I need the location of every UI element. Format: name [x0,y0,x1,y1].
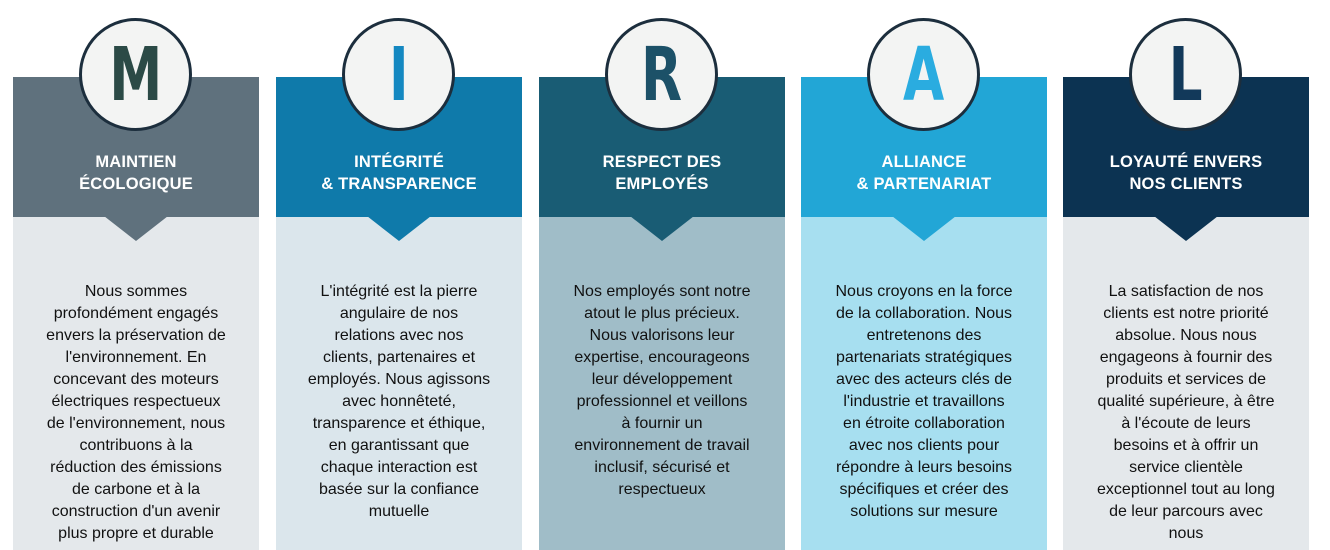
letter-badge: I [342,18,455,131]
pillar-description-line: basée sur la confiance [318,481,480,498]
pillar-description-line: service clientèle [1129,459,1243,476]
pillar-title-line: ALLIANCE [881,153,967,171]
pillar-description-line: produits et services de [1105,371,1267,388]
pillar-column-maintien: M MAINTIEN ÉCOLOGIQUE Nous sommes profondéme… [13,0,259,550]
pillar-title: MAINTIEN ÉCOLOGIQUE [13,151,259,195]
pillar-description-line: en étroite collaboration [843,415,1005,432]
pillar-title-line: LOYAUTÉ ENVERS [1109,153,1263,171]
pillar-description-line: réduction des émissions [50,459,222,476]
pillar-description-line: l'environnement. En [65,349,207,366]
pillar-letter: R [640,31,683,118]
pillar-description-line: Nos employés sont notre [573,283,751,300]
pillar-description-line: avec des acteurs clés de [835,371,1013,388]
pillar-description: Nous croyons en la force de la collaborat… [801,281,1047,523]
pillar-description-line: profondément engagés [53,305,219,322]
pillar-body-panel [276,217,522,550]
pillar-description-line: à l'écoute de leurs [1121,415,1251,432]
pillar-description-line: mutuelle [368,503,430,520]
pillar-description-line: leur développement [591,371,733,388]
pillar-description-line: relations avec nos [334,327,464,344]
pillar-title-line: MAINTIEN [95,153,177,171]
pillar-description-line: l'industrie et travaillons [843,393,1005,410]
pillar-description-line: professionnel et veillons [576,393,748,410]
pillar-title-line: & TRANSPARENCE [321,175,477,193]
pillar-description-line: L'intégrité est la pierre [320,283,478,300]
letter-badge: M [79,18,192,131]
pillar-description-line: répondre à leurs besoins [835,459,1013,476]
pillar-description-line: construction d'un avenir [51,503,221,520]
pillar-description: L'intégrité est la pierre angulaire de no… [276,281,522,523]
letter-badge: L [1129,18,1242,131]
pillar-body-panel [1063,217,1309,550]
pillar-description-line: Nous croyons en la force [835,283,1013,300]
pillar-body-panel [801,217,1047,550]
pillar-title: RESPECT DES EMPLOYÉS [539,151,785,195]
pillar-column-integrite: I INTÉGRITÉ & TRANSPARENCE L'intégrité est … [276,0,522,550]
pillar-description-line: employés. Nous agissons [307,371,491,388]
pillar-description-line: inclusif, sécurisé et [594,459,730,476]
pillar-title: LOYAUTÉ ENVERS NOS CLIENTS [1063,151,1309,195]
pillar-description-line: spécifiques et créer des [839,481,1009,498]
pillar-title: INTÉGRITÉ & TRANSPARENCE [276,151,522,195]
pillar-description: Nous sommes profondément engagés envers la… [13,281,259,545]
pillar-description-line: envers la préservation de [46,327,226,344]
pillar-letter: L [1168,31,1203,118]
pillar-title-line: INTÉGRITÉ [354,153,444,171]
pillar-description-line: qualité supérieure, à être [1097,393,1275,410]
pillar-description-line: à fournir un [621,415,703,432]
pillar-description-line: expertise, encourageons [574,349,750,366]
pillar-description-line: environnement de travail [574,437,750,454]
pillar-description-line: chaque interaction est [320,459,478,476]
pillar-description-line: besoins et à offrir un [1113,437,1259,454]
pillar-title-line: & PARTENARIAT [856,175,992,193]
pillar-description-line: nous [1168,525,1204,542]
pillar-letter: A [902,31,945,118]
pillar-description-line: électriques respectueux [51,393,221,410]
pillar-body-panel [539,217,785,550]
pillar-description-line: en garantissant que [328,437,470,454]
pillar-description-line: de leur parcours avec [1109,503,1263,520]
pillar-letter: I [388,31,409,118]
pillar-description-line: clients, partenaires et [322,349,476,366]
pillar-description-line: angulaire de nos [339,305,459,322]
pillar-description-line: solutions sur mesure [850,503,998,520]
pillar-body-panel [13,217,259,550]
pillar-description-line: de l'environnement, nous [46,415,226,432]
pillar-description-line: Nous sommes [84,283,188,300]
pillar-description-line: engageons à fournir des [1099,349,1273,366]
pillar-description-line: avec honnêteté, [342,393,456,410]
pillar-description: La satisfaction de nos clients est notre … [1063,281,1309,545]
letter-badge: R [605,18,718,131]
pillar-description: Nos employés sont notre atout le plus pré… [539,281,785,501]
pillar-description-line: contribuons à la [79,437,193,454]
pillar-column-alliance: A ALLIANCE & PARTENARIAT Nous croyons en la… [801,0,1047,550]
pillar-title-line: RESPECT DES [602,153,722,171]
pillar-description-line: de carbone et à la [71,481,201,498]
pillar-description-line: de la collaboration. Nous [835,305,1013,322]
pillar-description-line: respectueux [618,481,706,498]
pillar-description-line: Nous valorisons leur [589,327,735,344]
pillar-description-line: atout le plus précieux. [584,305,740,322]
pillar-title: ALLIANCE & PARTENARIAT [801,151,1047,195]
pillar-letter: M [108,31,163,118]
pillar-description-line: exceptionnel tout au long [1097,481,1275,498]
pillar-description-line: avec nos clients pour [848,437,1000,454]
pillar-column-loyaute: L LOYAUTÉ ENVERS NOS CLIENTS La satisfactio… [1063,0,1309,550]
pillar-description-line: concevant des moteurs [53,371,219,388]
pillar-description-line: entretenons des [866,327,982,344]
pillar-column-respect: R RESPECT DES EMPLOYÉS Nos employés sont no… [539,0,785,550]
pillar-description-line: absolue. Nous nous [1115,327,1257,344]
pillar-description-line: plus propre et durable [58,525,214,542]
pillar-title-line: NOS CLIENTS [1129,175,1243,193]
pillar-description-line: transparence et éthique, [312,415,486,432]
pillar-title-line: ÉCOLOGIQUE [79,175,193,193]
pillar-description-line: partenariats stratégiques [835,349,1013,366]
pillar-description-line: clients est notre priorité [1103,305,1269,322]
pillar-title-line: EMPLOYÉS [615,175,709,193]
pillar-description-line: La satisfaction de nos [1108,283,1264,300]
letter-badge: A [867,18,980,131]
